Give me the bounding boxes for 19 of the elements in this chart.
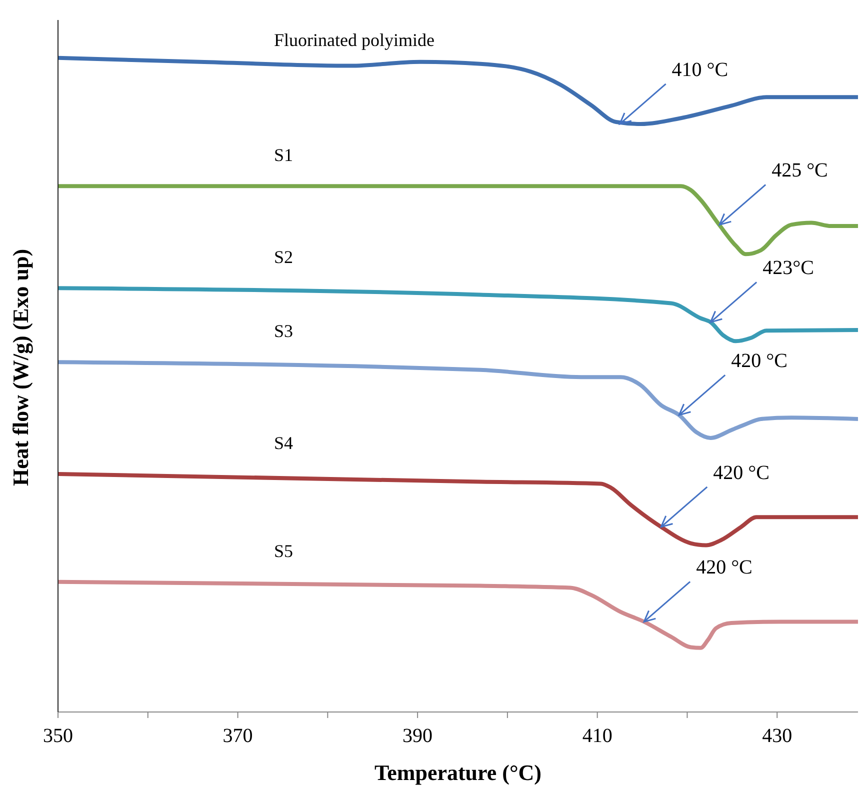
annotation: 420 °C	[696, 556, 752, 579]
series-label: S4	[274, 432, 294, 453]
annotation: 420 °C	[713, 462, 770, 484]
series-label: S2	[274, 247, 294, 268]
annotation: 423°C	[762, 257, 814, 280]
x-tick-label: 370	[222, 725, 253, 748]
x-tick-label: 410	[582, 725, 612, 748]
annotation: 425 °C	[772, 160, 828, 182]
y-axis-title: Heat flow (W/g) (Exo up)	[8, 248, 33, 486]
series-label: Fluorinated polyimide	[274, 30, 434, 50]
series-label: S1	[274, 145, 294, 166]
x-tick-label: 350	[43, 725, 73, 748]
x-tick-label: 430	[762, 725, 792, 748]
series-label: S3	[274, 321, 294, 342]
series-label: S5	[274, 540, 294, 561]
x-tick-label: 390	[402, 725, 433, 748]
annotation: 410 °C	[672, 58, 728, 81]
annotation: 420 °C	[731, 350, 788, 372]
x-axis-title: Temperature (°C)	[374, 760, 542, 785]
